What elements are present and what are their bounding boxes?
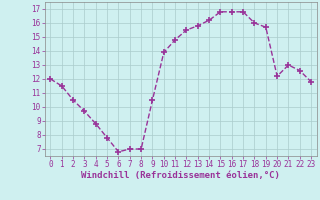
X-axis label: Windchill (Refroidissement éolien,°C): Windchill (Refroidissement éolien,°C)	[81, 171, 280, 180]
